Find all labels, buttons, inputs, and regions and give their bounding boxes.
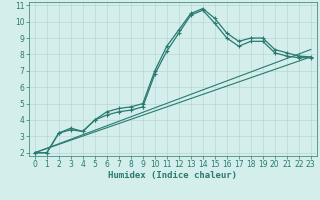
X-axis label: Humidex (Indice chaleur): Humidex (Indice chaleur) [108,171,237,180]
